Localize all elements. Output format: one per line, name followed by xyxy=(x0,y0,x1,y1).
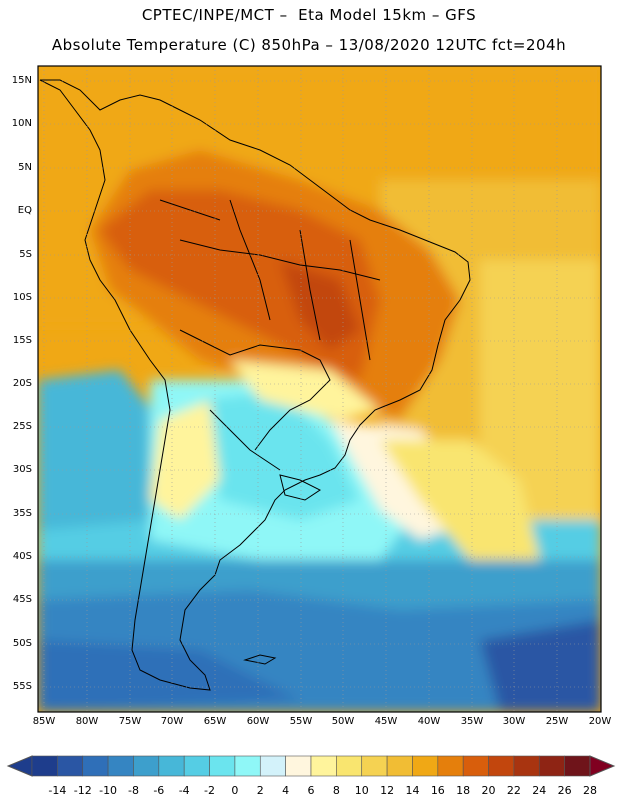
colorbar-swatch xyxy=(310,755,337,777)
colorbar-label: 28 xyxy=(583,784,597,797)
lat-label: 30S xyxy=(12,464,32,475)
lon-label: 85W xyxy=(32,716,56,727)
colorbar-swatch xyxy=(234,755,261,777)
colorbar-label: -10 xyxy=(99,784,118,797)
colorbar-label: 8 xyxy=(332,784,340,797)
lon-label: 30W xyxy=(502,716,526,727)
coastlines xyxy=(39,79,471,691)
colorbar-label: 2 xyxy=(256,784,264,797)
colorbar-label: -2 xyxy=(204,784,216,797)
temperature-field xyxy=(38,66,601,712)
colorbar-label: 14 xyxy=(405,784,420,797)
lon-label: 20W xyxy=(588,716,612,727)
lat-label: 15S xyxy=(12,335,32,346)
lon-label: 70W xyxy=(160,716,184,727)
colorbar-label: 16 xyxy=(430,784,445,797)
colorbar-swatch xyxy=(336,755,363,777)
map-title-line1: CPTEC/INPE/MCT – Eta Model 15km – GFS xyxy=(141,6,477,24)
colorbar-label: 22 xyxy=(506,784,521,797)
lon-label: 75W xyxy=(118,716,142,727)
colorbar-swatch xyxy=(412,755,439,777)
colorbar-label: 26 xyxy=(557,784,572,797)
map-title-line2: Absolute Temperature (C) 850hPa – 13/08/… xyxy=(51,36,567,54)
colorbar-swatch xyxy=(386,755,413,777)
colorbar-label: 24 xyxy=(532,784,547,797)
lon-label: 55W xyxy=(289,716,313,727)
colorbar-swatch xyxy=(488,755,515,777)
colorbar-swatch xyxy=(82,755,109,777)
colorbar-label: 18 xyxy=(456,784,471,797)
colorbar-label: -4 xyxy=(178,784,190,797)
colorbar-label: -8 xyxy=(127,784,139,797)
colorbar-swatch xyxy=(57,755,84,777)
lon-label: 35W xyxy=(460,716,484,727)
lat-label: 5N xyxy=(18,162,32,173)
colorbar-swatch xyxy=(462,755,489,777)
colorbar-label: -14 xyxy=(48,784,67,797)
colorbar-swatch xyxy=(133,755,160,777)
lat-label: 50S xyxy=(12,638,32,649)
colorbar-label: 0 xyxy=(231,784,239,797)
colorbar-swatch xyxy=(513,755,540,777)
lon-label: 65W xyxy=(203,716,227,727)
colorbar-label: 12 xyxy=(380,784,395,797)
lat-label: 20S xyxy=(12,378,32,389)
colorbar-swatch xyxy=(107,755,134,777)
lat-label: 25S xyxy=(12,421,32,432)
lat-label: 5S xyxy=(19,249,32,260)
lon-label: 25W xyxy=(545,716,569,727)
lat-label: 40S xyxy=(12,551,32,562)
lon-label: 45W xyxy=(374,716,398,727)
colorbar-label: 6 xyxy=(307,784,315,797)
colorbar-label: -6 xyxy=(153,784,165,797)
lat-label: 10N xyxy=(11,118,32,129)
colorbar-swatch xyxy=(183,755,210,777)
colorbar-swatch xyxy=(31,755,58,777)
colorbar-high-arrow xyxy=(589,755,616,777)
lat-label: 55S xyxy=(12,681,32,692)
colorbar-swatch xyxy=(285,755,312,777)
colorbar-swatch xyxy=(538,755,565,777)
colorbar xyxy=(6,755,616,777)
lon-label: 80W xyxy=(75,716,99,727)
lat-label: 10S xyxy=(12,292,32,303)
colorbar-swatch xyxy=(158,755,185,777)
lon-label: 60W xyxy=(246,716,270,727)
lat-label: 35S xyxy=(12,508,32,519)
lon-label: 50W xyxy=(331,716,355,727)
lat-label: EQ xyxy=(17,205,32,216)
lat-label: 15N xyxy=(11,75,32,86)
colorbar-swatch xyxy=(437,755,464,777)
map-frame xyxy=(37,65,602,713)
colorbar-swatch xyxy=(564,755,591,777)
colorbar-swatch xyxy=(259,755,286,777)
colorbar-label: 4 xyxy=(282,784,290,797)
colorbar-low-arrow xyxy=(6,755,33,777)
lat-label: 45S xyxy=(12,594,32,605)
colorbar-swatch xyxy=(209,755,236,777)
colorbar-label: 20 xyxy=(481,784,496,797)
lon-label: 40W xyxy=(417,716,441,727)
colorbar-label: 10 xyxy=(354,784,369,797)
colorbar-label: -12 xyxy=(73,784,92,797)
colorbar-swatch xyxy=(361,755,388,777)
